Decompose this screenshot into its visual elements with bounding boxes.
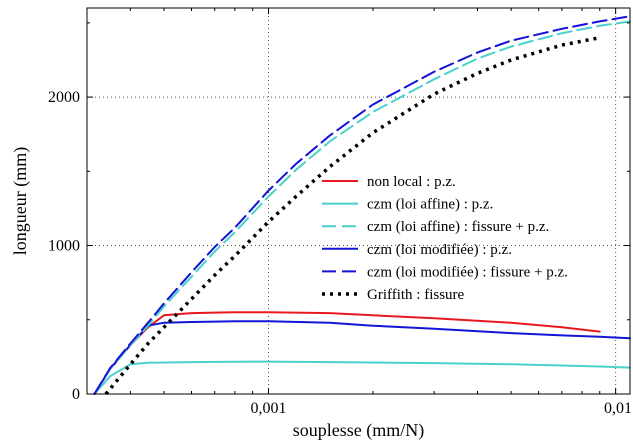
legend-label: Griffith : fissure [367,287,465,303]
series-line-5 [104,35,601,396]
y-tick-label: 0 [72,386,80,403]
grid [87,8,630,394]
series-line-4 [93,15,631,395]
series-line-2 [93,20,631,395]
legend-label: czm (loi affine) : p.z. [367,197,493,213]
y-tick-label: 1000 [48,238,80,255]
series-line-1 [93,360,631,395]
legend-label: czm (loi affine) : fissure + p.z. [367,219,549,235]
y-axis-label: longueur (mm) [10,147,31,255]
series-layer [93,15,631,396]
y-tick-label: 2000 [48,89,80,106]
x-tick-label: 0,001 [251,400,287,417]
plot-frame [86,7,631,395]
legend-label: czm (loi modifiée) : p.z. [367,242,512,258]
legend: non local : p.z. czm (loi affine) : p.z. c… [322,174,568,303]
legend-label: non local : p.z. [367,174,456,190]
legend-label: czm (loi modifiée) : fissure + p.z. [367,264,568,280]
series-line-3 [93,320,631,395]
x-tick-label: 0,01 [604,400,632,417]
ticks: 0 1000 2000 0,001 0,01 [48,8,632,417]
x-axis-label: souplesse (mm/N) [293,420,424,441]
